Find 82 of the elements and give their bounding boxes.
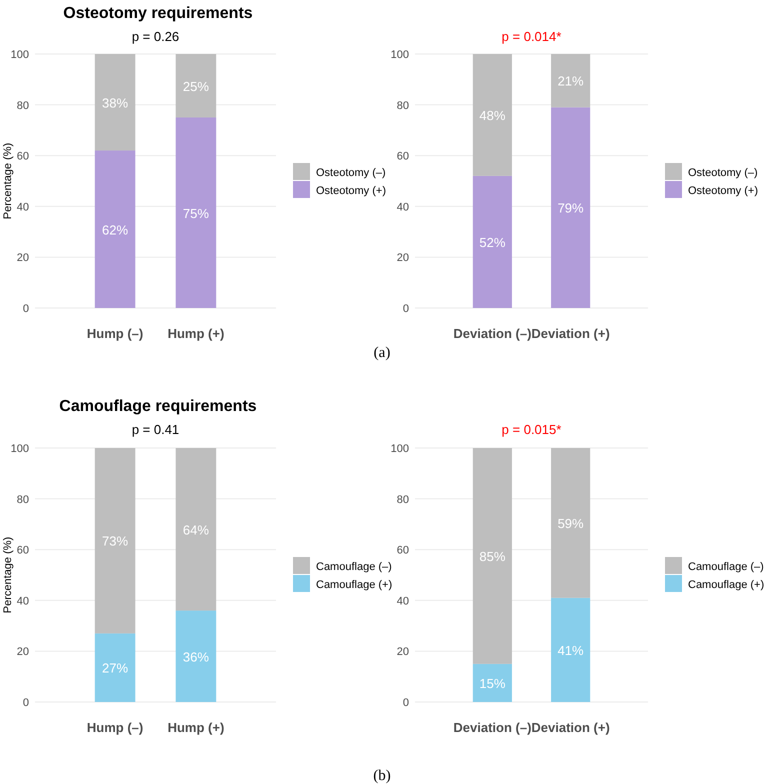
text: (a) [374,345,390,361]
chart-title: Osteotomy requirements [63,5,253,22]
data-label: 64% [182,522,210,538]
y-tick-label: 100 [10,49,29,61]
y-tick-label: 60 [16,150,29,163]
x-tick-label: Deviation (+) [531,326,610,341]
y-tick-label: 0 [22,303,29,315]
legend-label: Camouflage (–) [316,561,392,573]
x-tick-label: Deviation (–) [453,326,532,341]
x-tick-label: Hump (–) [86,720,144,735]
bar [551,598,590,702]
data-label: 52% [479,234,506,250]
data-label: 15% [479,676,506,691]
y-axis-title: Percentage (%) [2,536,14,614]
legend-label: Camouflage (+) [316,579,392,591]
y-tick-label: 80 [396,494,409,506]
bar [472,448,512,664]
x-tick-label: Hump (–) [86,326,144,341]
y-tick-label: 100 [390,49,409,61]
chart-subtitle: p = 0.015* [502,422,562,437]
data-label: 62% [102,222,129,238]
bar [94,448,136,634]
data-label: 79% [558,200,584,216]
x-tick-label: Deviation (+) [531,720,610,735]
data-label: 85% [479,548,506,564]
data-label: 48% [479,108,506,123]
y-tick-label: 80 [16,100,29,112]
y-tick-label: 60 [396,544,409,557]
legend-label: Camouflage (+) [688,579,764,591]
bar [176,118,216,308]
y-tick-label: 60 [16,544,29,557]
y-tick-label: 20 [396,252,409,264]
y-tick-label: 80 [16,494,29,506]
bar [176,610,216,702]
bar [94,54,136,151]
y-tick-label: 100 [390,443,409,455]
y-tick-label: 80 [396,100,409,112]
y-tick-label: 20 [16,252,29,264]
data-label: 25% [182,78,210,94]
x-tick-label: Deviation (–) [453,720,532,735]
data-label: 27% [102,660,129,676]
chart-title: Camouflage requirements [59,398,257,415]
y-tick-label: 60 [396,150,409,163]
data-label: 36% [182,649,210,664]
x-tick-label: Hump (+) [168,326,224,341]
y-tick-label: 40 [16,201,29,214]
y-tick-label: 0 [22,697,29,709]
legend-label: Osteotomy (+) [688,185,758,197]
y-tick-label: 40 [396,201,409,214]
y-tick-label: 100 [10,443,29,455]
bar [94,150,136,308]
y-tick-label: 0 [402,303,409,315]
data-label: 73% [102,534,129,549]
chart-subtitle: p = 0.014* [502,29,562,44]
y-tick-label: 0 [402,697,409,709]
legend-label: Osteotomy (–) [688,167,758,179]
y-tick-label: 20 [396,646,409,658]
chart-subtitle: p = 0.26 [132,29,180,44]
bar [176,448,216,611]
bar [472,176,512,308]
y-tick-label: 40 [16,595,29,608]
legend-label: Osteotomy (–) [316,167,386,179]
bar [551,448,590,598]
data-label: 21% [558,74,584,89]
text: (b) [373,768,391,784]
bar [472,664,512,702]
y-tick-label: 40 [396,595,409,608]
x-tick-label: Hump (+) [168,720,224,735]
bar [551,107,590,308]
bar [94,633,136,702]
bar [176,54,216,118]
legend-label: Osteotomy (+) [316,185,386,197]
data-label: 38% [102,95,129,110]
bar [472,54,512,176]
data-label: 41% [558,642,584,658]
y-axis-title: Percentage (%) [2,142,14,220]
bar [551,54,590,108]
legend-label: Camouflage (–) [688,561,764,573]
data-label: 59% [558,516,584,531]
y-tick-label: 20 [16,646,29,658]
data-label: 75% [182,206,210,221]
chart-subtitle: p = 0.41 [132,422,180,437]
